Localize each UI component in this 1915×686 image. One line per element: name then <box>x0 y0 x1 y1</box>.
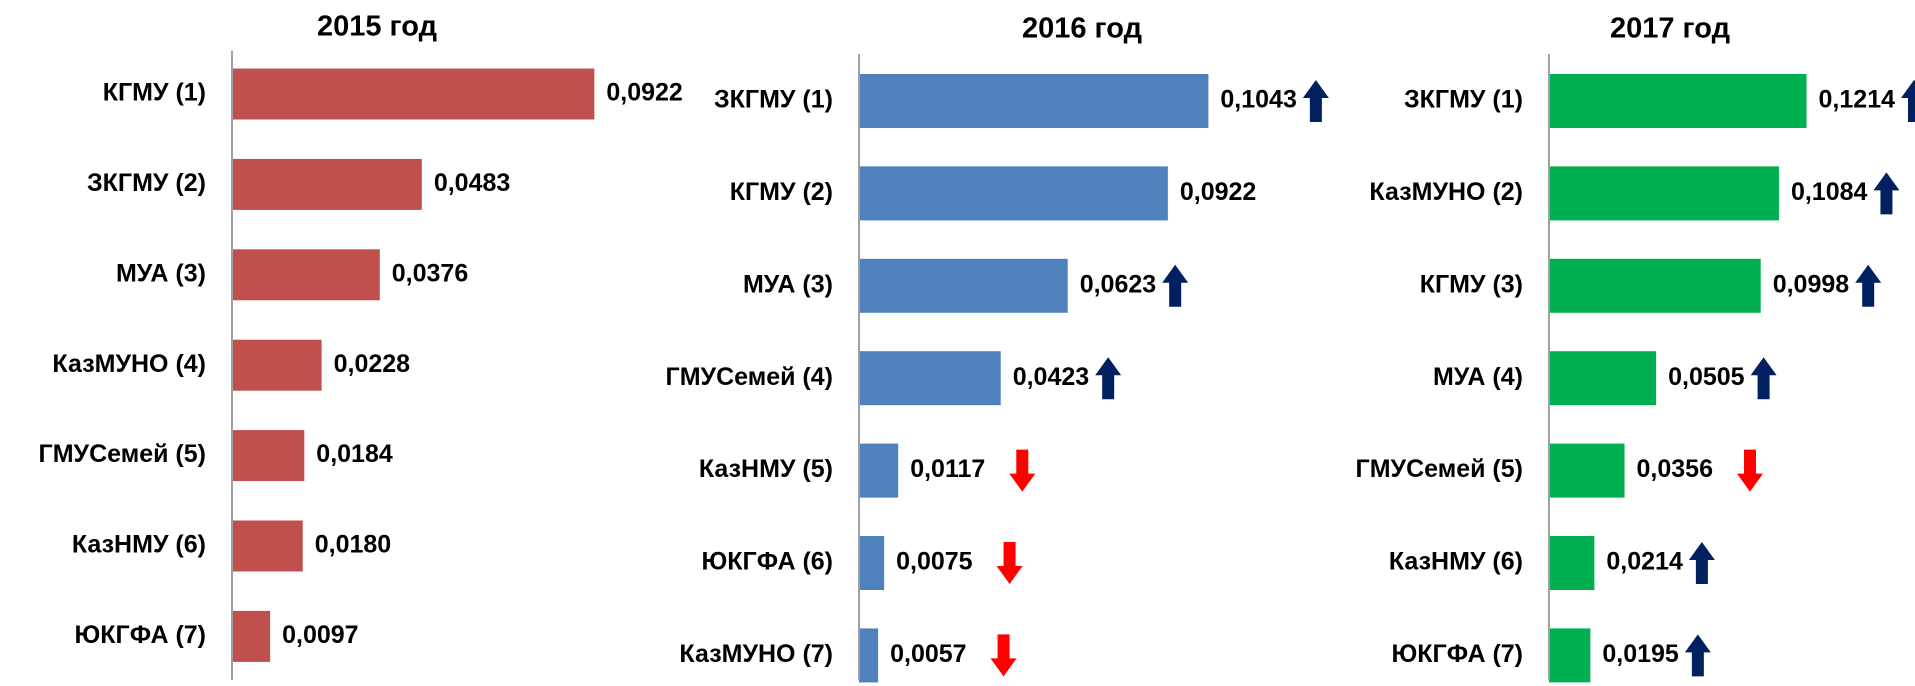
value-label: 0,0180 <box>315 531 391 559</box>
bar <box>859 628 879 683</box>
trend-arrow-up <box>1095 357 1122 400</box>
value-label: 0,0195 <box>1602 640 1679 668</box>
trend-arrow-down <box>996 542 1023 584</box>
category-label: ЗКГМУ (1) <box>714 86 833 114</box>
value-label: 0,0922 <box>1180 178 1256 206</box>
bar <box>1549 74 1807 128</box>
value-label: 0,0356 <box>1637 455 1713 483</box>
category-label: МУА (4) <box>1433 363 1523 391</box>
value-label: 0,0228 <box>334 350 411 378</box>
category-label: КазМУНО (2) <box>1369 178 1523 206</box>
value-label: 0,0623 <box>1080 270 1156 298</box>
trend-arrow-down <box>1736 449 1763 492</box>
trend-arrow-up <box>1162 264 1189 307</box>
category-label: КГМУ (1) <box>103 79 206 107</box>
value-label: 0,0184 <box>316 440 393 468</box>
bar <box>1549 351 1657 406</box>
bar <box>1549 166 1779 221</box>
category-label: ГМУСемей (5) <box>39 440 206 468</box>
value-label: 0,0097 <box>282 621 358 649</box>
category-label: ГМУСемей (4) <box>666 363 833 391</box>
value-label: 0,0117 <box>910 455 985 483</box>
trend-arrow-down <box>1009 449 1036 492</box>
category-label: МУА (3) <box>116 259 206 287</box>
value-label: 0,0214 <box>1606 548 1683 576</box>
trend-arrow-up <box>1684 634 1711 677</box>
trend-arrow-up <box>1688 542 1715 584</box>
chart-title: 2017 год <box>1610 13 1730 45</box>
category-label: КазНМУ (5) <box>699 455 833 483</box>
bar <box>1549 536 1595 590</box>
bar <box>859 74 1209 128</box>
value-label: 0,0998 <box>1773 270 1850 298</box>
bar <box>859 443 899 498</box>
bar <box>1549 628 1591 683</box>
value-label: 0,0057 <box>890 640 966 668</box>
trend-arrow-down <box>990 634 1017 677</box>
bar <box>1549 258 1761 313</box>
bar <box>232 520 303 572</box>
value-label: 0,0376 <box>392 259 468 287</box>
category-label: ЮКГФА (7) <box>1392 640 1523 668</box>
category-label: КГМУ (2) <box>730 178 833 206</box>
chart-title: 2015 год <box>317 11 437 43</box>
value-label: 0,0423 <box>1013 363 1089 391</box>
trend-arrow-up <box>1302 80 1329 122</box>
value-label: 0,0075 <box>896 548 973 576</box>
category-label: ЗКГМУ (1) <box>1404 86 1523 114</box>
trend-arrow-up <box>1873 172 1900 215</box>
category-label: КГМУ (3) <box>1420 270 1523 298</box>
trend-arrow-up <box>1855 264 1882 307</box>
chart-title: 2016 год <box>1022 13 1142 45</box>
bar <box>232 249 380 301</box>
trend-arrow-up <box>1901 80 1915 122</box>
bar <box>859 166 1168 221</box>
bar <box>859 536 885 590</box>
bar <box>1549 443 1625 498</box>
bar <box>232 610 271 662</box>
bar <box>859 351 1001 406</box>
category-label: КазНМУ (6) <box>72 531 206 559</box>
bar <box>232 158 422 210</box>
category-label: КазНМУ (6) <box>1389 548 1523 576</box>
category-label: ЮКГФА (6) <box>702 548 833 576</box>
trend-arrow-up <box>1750 357 1777 400</box>
category-label: ЗКГМУ (2) <box>87 169 206 197</box>
bar <box>859 258 1068 313</box>
value-label: 0,0505 <box>1668 363 1745 391</box>
category-label: МУА (3) <box>743 270 833 298</box>
category-label: КазМУНО (4) <box>52 350 206 378</box>
category-label: ЮКГФА (7) <box>75 621 206 649</box>
category-label: ГМУСемей (5) <box>1356 455 1523 483</box>
value-label: 0,1214 <box>1819 86 1896 114</box>
value-label: 0,1084 <box>1791 178 1868 206</box>
value-label: 0,1043 <box>1220 86 1296 114</box>
bar <box>232 339 322 391</box>
category-label: КазМУНО (7) <box>679 640 833 668</box>
bar <box>232 68 595 120</box>
bar <box>232 430 305 482</box>
value-label: 0,0922 <box>606 79 682 107</box>
value-label: 0,0483 <box>434 169 510 197</box>
